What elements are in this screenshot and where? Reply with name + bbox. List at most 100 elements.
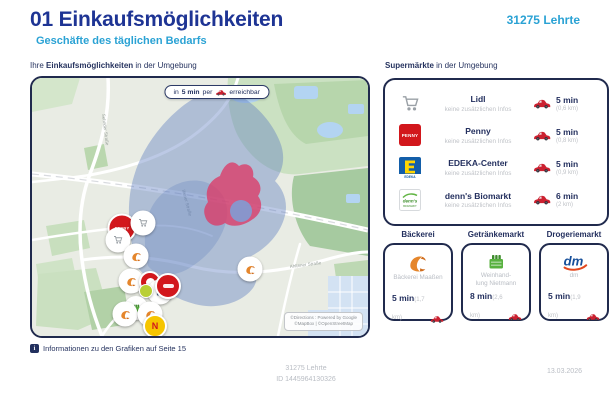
croissant-map-marker bbox=[112, 301, 138, 327]
drive-time: 5 min bbox=[556, 95, 579, 106]
store-name: EDEKA-Center bbox=[448, 158, 508, 169]
beverage-crate-icon bbox=[486, 252, 506, 272]
store-name: Bäckerei Maaßen bbox=[393, 274, 443, 281]
store-info: keine zusätzlichen Infos bbox=[444, 137, 512, 145]
category-heading: Drogeriemarkt bbox=[546, 230, 602, 239]
supermarkets-card: Lidl keine zusätzlichen Infos 5 min (0,6 k… bbox=[383, 78, 609, 226]
cart-map-marker bbox=[130, 210, 156, 236]
target-circle bbox=[230, 200, 252, 222]
croissant-icon bbox=[407, 252, 429, 274]
drive-time: 5 min bbox=[556, 159, 579, 170]
distance: (0,8 km) bbox=[556, 137, 579, 144]
car-icon bbox=[430, 314, 444, 324]
info-icon: i bbox=[30, 344, 39, 353]
drive-time: 6 min bbox=[556, 191, 579, 202]
car-icon bbox=[215, 89, 226, 96]
map-railway bbox=[32, 171, 368, 233]
footer-doc-id: ID 1445964130326 bbox=[276, 375, 336, 383]
category-drogeriemarkt: Drogeriemarkt dm dm 5 min(1,9 km) bbox=[539, 230, 609, 321]
car-icon bbox=[586, 312, 600, 322]
map-section-label: Ihre Einkaufsmöglichkeiten in der Umgebu… bbox=[30, 61, 197, 70]
svg-text:dm: dm bbox=[564, 253, 584, 268]
cart-icon bbox=[397, 93, 423, 114]
distance: (2,6 km) bbox=[470, 295, 503, 319]
car-icon bbox=[508, 312, 522, 322]
lime-dot-map-marker bbox=[139, 284, 153, 298]
footer-center: 31275 Lehrte ID 1445964130326 bbox=[0, 364, 612, 385]
croissant-map-marker bbox=[237, 256, 263, 282]
label-bold: Supermärkte bbox=[385, 61, 434, 70]
store-name: Lidl bbox=[470, 94, 486, 105]
badge-middle: per bbox=[202, 88, 213, 96]
footer-date: 13.03.2026 bbox=[546, 368, 582, 375]
category-heading: Bäckerei bbox=[401, 230, 435, 239]
label-suffix: in der Umgebung bbox=[133, 61, 197, 70]
supermarket-row-edeka: EDEKA EDEKA-Center keine zusätzlichen Inf… bbox=[385, 156, 607, 179]
category-card: Weinhand- lung Nietmann 8 min(2,6 km) bbox=[461, 243, 531, 321]
drive-time: 5 min bbox=[556, 126, 579, 137]
edeka-logo-icon: EDEKA bbox=[397, 156, 423, 179]
drive-time: 5 min bbox=[548, 291, 571, 301]
svg-text:denn's: denn's bbox=[403, 198, 418, 203]
supermarket-row-denns: denn's BIOMARKT denn's Biomarkt keine zusä… bbox=[385, 188, 607, 211]
svg-text:BIOMARKT: BIOMARKT bbox=[403, 204, 417, 208]
supermarket-row-penny: PENNY Penny keine zusätzlichen Infos 5 mi… bbox=[385, 124, 607, 147]
supermarket-row-lidl: Lidl keine zusätzlichen Infos 5 min (0,6 k… bbox=[385, 93, 607, 114]
attribution-line: ©MapBox | ©OpenStreetMap bbox=[294, 321, 353, 327]
netto-logo-map-marker: N bbox=[143, 314, 167, 336]
note-text: Informationen zu den Grafiken auf Seite … bbox=[43, 344, 187, 353]
footer-location: 31275 Lehrte bbox=[285, 365, 327, 372]
badge-suffix: erreichbar bbox=[229, 88, 260, 96]
croissant-map-marker bbox=[123, 243, 149, 269]
svg-text:EDEKA: EDEKA bbox=[404, 174, 416, 178]
car-icon bbox=[533, 162, 551, 173]
store-info: keine zusätzlichen Infos bbox=[444, 105, 512, 113]
attribution-line: ©Directions : Powered by Google bbox=[290, 314, 357, 320]
category-card: Bäckerei Maaßen 5 min(1,7 km) bbox=[383, 243, 453, 321]
store-info: keine zusätzlichen Infos bbox=[444, 169, 512, 177]
label-suffix: in der Umgebung bbox=[433, 61, 498, 70]
distance: (0,6 km) bbox=[556, 106, 579, 113]
header-location: 31275 Lehrte bbox=[506, 13, 580, 27]
store-name: Weinhand- lung Nietmann bbox=[475, 272, 517, 288]
map-card: Sehnder Straße Iltener Straße Ahltener S… bbox=[30, 76, 370, 338]
page-subtitle: Geschäfte des täglichen Bedarfs bbox=[36, 35, 207, 47]
distance: (2 km) bbox=[556, 202, 573, 209]
drive-time: 5 min bbox=[392, 293, 415, 303]
penny-logo-icon: PENNY bbox=[397, 124, 423, 147]
category-getraenkemarkt: Getränkemarkt Weinhand- lung Nietmann 8 … bbox=[461, 230, 531, 321]
category-heading: Getränkemarkt bbox=[467, 230, 525, 239]
reachability-badge: in 5 min per erreichbar bbox=[164, 85, 269, 99]
store-name: dm bbox=[569, 272, 579, 279]
supermarkets-section-label: Supermärkte in der Umgebung bbox=[385, 61, 498, 70]
car-icon bbox=[533, 98, 551, 109]
car-icon bbox=[533, 130, 551, 141]
store-info: keine zusätzlichen Infos bbox=[444, 202, 512, 209]
map-markers-layer: PENNYN bbox=[32, 78, 368, 336]
car-icon bbox=[533, 194, 551, 205]
map-svg: Sehnder Straße Iltener Straße Ahltener S… bbox=[32, 78, 368, 336]
label-prefix: Ihre bbox=[30, 61, 47, 70]
distance: (1,9 km) bbox=[548, 295, 581, 319]
distance: (0,9 km) bbox=[556, 170, 579, 177]
dm-logo-icon: dm bbox=[558, 252, 590, 272]
category-card: dm dm 5 min(1,9 km) bbox=[539, 243, 609, 321]
map: Sehnder Straße Iltener Straße Ahltener S… bbox=[32, 78, 368, 336]
distance: (1,7 km) bbox=[392, 297, 425, 321]
category-cards: Bäckerei Bäckerei Maaßen 5 min(1,7 km) G… bbox=[383, 230, 609, 321]
street-label: Sehnder Straße bbox=[101, 114, 110, 147]
category-baeckerei: Bäckerei Bäckerei Maaßen 5 min(1,7 km) bbox=[383, 230, 453, 321]
red-solid-map-marker bbox=[155, 273, 181, 299]
graphics-info-note: i Informationen zu den Grafiken auf Seit… bbox=[30, 344, 186, 353]
page-title: 01 Einkaufsmöglichkeiten bbox=[30, 8, 284, 31]
store-name: Penny bbox=[465, 126, 491, 137]
street-label: Ahltener Straße bbox=[290, 260, 322, 269]
label-bold: Einkaufsmöglichkeiten bbox=[46, 61, 134, 70]
badge-prefix: in bbox=[173, 88, 179, 96]
store-name: denn's Biomarkt bbox=[444, 190, 512, 201]
map-attribution: ©Directions : Powered by Google ©MapBox … bbox=[284, 311, 363, 331]
drive-time: 8 min bbox=[470, 291, 493, 301]
badge-time: 5 min bbox=[181, 88, 200, 96]
denns-logo-icon: denn's BIOMARKT bbox=[397, 188, 423, 211]
